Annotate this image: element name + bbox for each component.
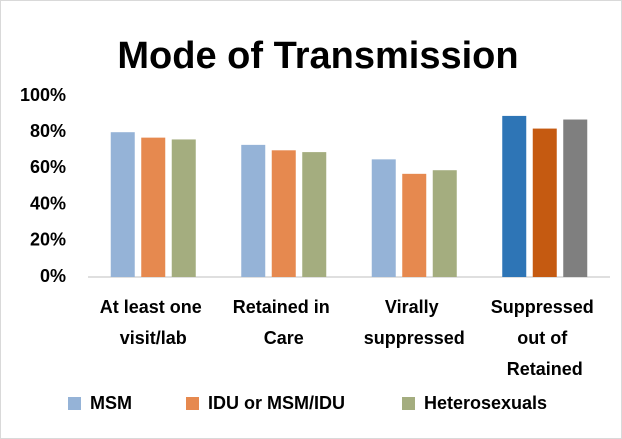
bar [141, 137, 166, 277]
bar [271, 150, 296, 277]
bar [532, 128, 557, 277]
bar [241, 144, 266, 277]
x-tick-label: Suppressed out of Retained [491, 297, 599, 379]
legend-label: IDU or MSM/IDU [208, 393, 345, 413]
x-tick-label: Virally suppressed [364, 297, 465, 348]
y-tick-label: 0% [40, 266, 66, 286]
x-tick-label: At least one visit/lab [100, 297, 207, 348]
bar [171, 139, 196, 277]
chart-title: Mode of Transmission [117, 35, 518, 77]
x-tick-label-line: visit/lab [120, 328, 187, 348]
bar [371, 159, 396, 277]
x-tick-label-line: Care [264, 328, 304, 348]
legend-swatch [68, 397, 81, 410]
bar [302, 152, 327, 277]
bar [502, 115, 527, 277]
bar [402, 173, 427, 277]
x-tick-label-line: out of [517, 328, 572, 348]
y-tick-label: 100% [20, 85, 66, 105]
legend-swatch [186, 397, 199, 410]
x-tick-label-line: Suppressed [491, 297, 599, 317]
y-tick-label: 20% [30, 230, 66, 250]
y-tick-label: 60% [30, 157, 66, 177]
x-tick-label: Retained in Care [233, 297, 335, 348]
y-tick-label: 80% [30, 121, 66, 141]
x-tick-label-line: At least one [100, 297, 207, 317]
legend-label: MSM [90, 393, 132, 413]
x-tick-label-line: Retained in [233, 297, 335, 317]
x-tick-label-line: Virally [385, 297, 444, 317]
bar [110, 132, 135, 277]
bar [563, 119, 588, 277]
x-tick-label-line: Retained [507, 359, 583, 379]
bar [432, 170, 457, 277]
y-tick-label: 40% [30, 193, 66, 213]
legend-label: Heterosexuals [424, 393, 547, 413]
legend-swatch [402, 397, 415, 410]
x-tick-label-line: suppressed [364, 328, 465, 348]
